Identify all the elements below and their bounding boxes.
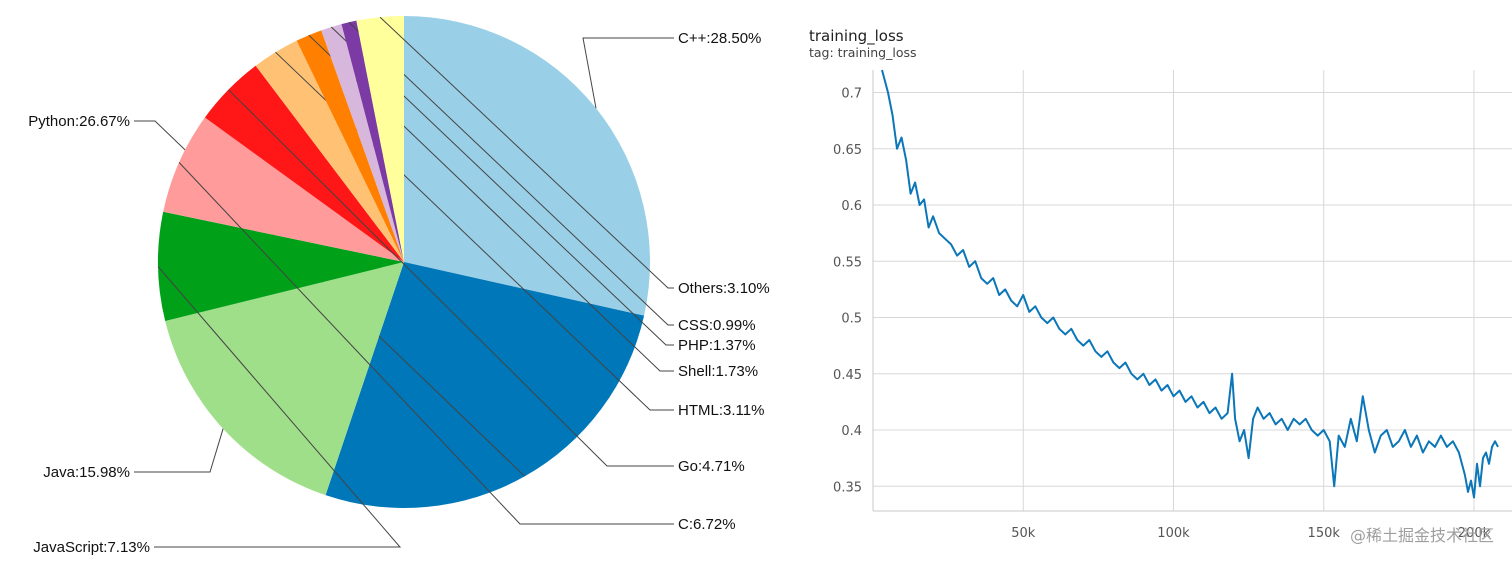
leader-line-cpp [582,37,674,109]
chart-title: training_loss [809,27,904,46]
y-tick-label: 0.65 [833,143,862,158]
pie-slice-c [163,117,404,262]
leader-line-go [228,89,674,467]
slice-label-others: Others:3.10% [678,280,770,297]
pie-slice-css [341,20,404,263]
pie-slice-python [325,262,645,508]
x-tick-label: 200k [1458,526,1491,541]
y-tick-label: 0.4 [841,424,862,439]
y-tick-label: 0.35 [833,480,862,495]
y-tick-label: 0.5 [841,312,862,327]
x-tick-label: 150k [1308,526,1341,541]
tick-labels: 0.35 0.4 0.45 0.5 0.55 0.6 0.65 0.7 50k 100k 150k 2… [833,87,1491,542]
pie-chart: C++:28.50% Python:26.67% Java:15.98% JavaSc… [28,16,770,556]
series-line-training-loss [881,69,1499,499]
y-tick-label: 0.7 [841,87,862,102]
slice-label-cpp: C++:28.50% [678,30,761,47]
leader-line-php [330,26,674,346]
y-tick-label: 0.55 [833,255,862,270]
leader-line-javascript [154,266,402,548]
slice-label-javascript: JavaScript:7.13% [33,539,150,556]
slice-label-go: Go:4.71% [678,458,745,475]
pie-slice-shell [296,30,404,262]
pie-slice-javascript [157,211,404,322]
pie-slice-cpp [404,16,651,316]
leader-line-css [348,21,674,326]
line-chart: training_loss tag: training_loss 0.35 0.4… [809,27,1512,541]
slice-label-html: HTML:3.11% [678,402,764,419]
y-tick-label: 0.6 [841,199,862,214]
slice-label-c: C:6.72% [678,516,736,533]
leader-line-others [379,16,674,289]
slice-label-shell: Shell:1.73% [678,363,758,380]
x-tick-label: 100k [1157,526,1190,541]
series-layer [881,69,1499,499]
pie-slice-php [321,24,404,262]
pie-slice-others [356,16,404,262]
leader-line-c [178,162,674,525]
chart-subtitle: tag: training_loss [809,45,917,60]
slice-label-php: PHP:1.37% [678,337,756,354]
slice-label-python: Python:26.67% [28,113,130,130]
y-tick-label: 0.45 [833,368,862,383]
slice-label-css: CSS:0.99% [678,317,756,334]
slice-label-java: Java:15.98% [43,464,130,481]
grid [872,70,1512,512]
leader-line-python [134,120,526,477]
leader-line-shell [308,34,674,372]
x-tick-label: 50k [1011,526,1036,541]
watermark: @稀土掘金技术社区 [1350,526,1494,545]
pie-slice-java [165,262,404,496]
pie-slice-go [204,65,404,262]
leader-line-java [134,428,224,473]
pie-slice-html [255,40,404,262]
